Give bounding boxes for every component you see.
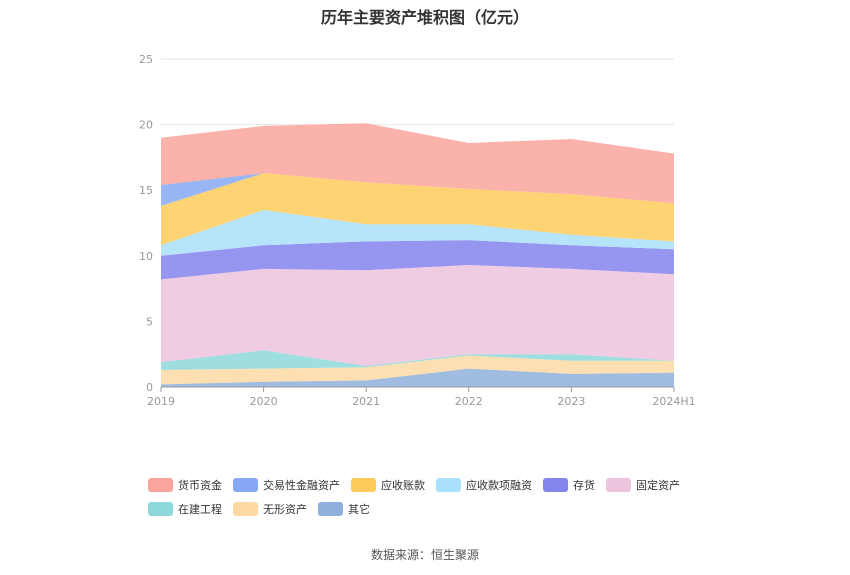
legend-swatch <box>436 478 461 492</box>
data-source: 数据来源：恒生聚源 <box>370 548 479 562</box>
legend-item[interactable]: 固定资产 <box>606 477 680 493</box>
x-tick-label: 2019 <box>147 395 175 408</box>
legend-item[interactable]: 交易性金融资产 <box>233 477 340 493</box>
legend-swatch <box>606 478 631 492</box>
legend-item[interactable]: 应收账款 <box>351 477 425 493</box>
x-tick-label: 2024H1 <box>652 395 695 408</box>
axes: 0 5 10 15 20 25 2019 2020 2021 2022 2023 2024H1 <box>139 53 696 408</box>
legend-label: 应收款项融资 <box>466 479 532 492</box>
legend-swatch <box>233 478 258 492</box>
legend-label: 固定资产 <box>636 479 680 492</box>
legend-item[interactable]: 无形资产 <box>233 501 307 517</box>
x-tick-label: 2022 <box>455 395 483 408</box>
legend-item[interactable]: 货币资金 <box>148 477 222 493</box>
legend-label: 在建工程 <box>178 503 222 516</box>
y-tick-label: 10 <box>139 250 153 263</box>
legend-swatch <box>318 502 343 516</box>
legend-label: 应收账款 <box>381 479 425 492</box>
y-tick-label: 0 <box>146 381 153 394</box>
area-应收账款 <box>161 173 674 246</box>
legend-swatch <box>351 478 376 492</box>
x-tick-label: 2020 <box>250 395 278 408</box>
legend-item[interactable]: 在建工程 <box>148 501 222 517</box>
legend-label: 其它 <box>348 503 370 516</box>
y-tick-label: 25 <box>139 53 153 66</box>
stacked-area-chart: 0 5 10 15 20 25 2019 2020 2021 2022 2023 2024H1 <box>139 53 696 408</box>
area-在建工程 <box>161 350 674 370</box>
area-存货 <box>161 240 674 280</box>
area-应收款项融资 <box>161 209 674 256</box>
legend-item[interactable]: 存货 <box>543 477 595 493</box>
legend-label: 无形资产 <box>263 503 307 516</box>
legend-label: 交易性金融资产 <box>263 479 340 492</box>
legend-item[interactable]: 其它 <box>318 501 370 517</box>
legend-label: 存货 <box>573 479 595 492</box>
area-其它 <box>161 368 674 387</box>
legend-swatch <box>543 478 568 492</box>
x-tick-label: 2023 <box>557 395 585 408</box>
legend-row: 在建工程 无形资产 其它 <box>148 497 748 521</box>
chart-title: 历年主要资产堆积图（亿元） <box>320 8 529 27</box>
x-tick-label: 2021 <box>352 395 380 408</box>
y-tick-label: 5 <box>146 315 153 328</box>
legend-swatch <box>148 502 173 516</box>
legend-swatch <box>148 478 173 492</box>
legend-label: 货币资金 <box>178 479 222 492</box>
legend-item[interactable]: 应收款项融资 <box>436 477 532 493</box>
y-tick-label: 20 <box>139 119 153 132</box>
area-无形资产 <box>161 355 674 385</box>
y-tick-label: 15 <box>139 184 153 197</box>
legend-row: 货币资金 交易性金融资产 应收账款 应收款项融资 存货 固定资产 <box>148 473 748 497</box>
area-series-group <box>161 123 674 387</box>
area-货币资金 <box>161 123 674 204</box>
area-固定资产 <box>161 265 674 366</box>
legend-swatch <box>233 502 258 516</box>
legend: 货币资金 交易性金融资产 应收账款 应收款项融资 存货 固定资产 在建工程 无形资产 其它 <box>148 473 748 521</box>
